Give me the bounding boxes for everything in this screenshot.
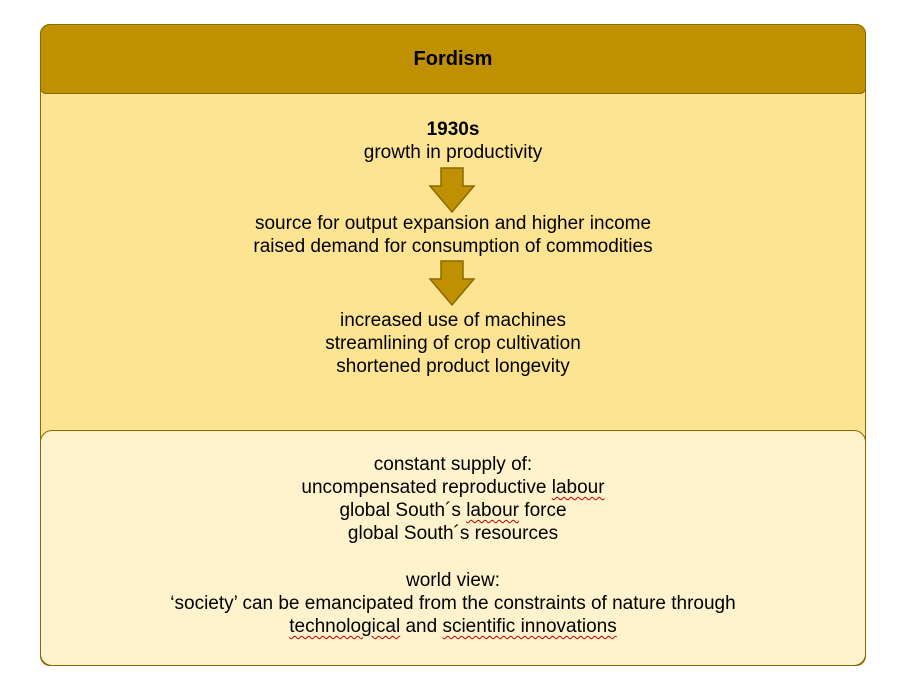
growth-line: growth in productivity [363,142,543,163]
effect-line-1: increased use of machines [339,310,566,331]
lower-panel: constant supply of: uncompensated reprod… [40,430,866,666]
supply-item-2: global South´s labour force [41,499,865,522]
block-effects: increased use of machines streamlining o… [40,309,866,378]
spellcheck-word: labour [466,500,520,521]
supply-item-1: uncompensated reproductive labour [41,476,865,499]
spellcheck-word: technological [289,616,401,637]
down-arrow-icon [428,167,476,214]
worldview-and: and [400,616,443,637]
supply-block: constant supply of: uncompensated reprod… [41,453,865,545]
title-bar: Fordism [40,24,866,94]
output-line-2: raised demand for consumption of commodi… [253,236,653,257]
worldview-line-1: ‘society’ can be emancipated from the co… [170,593,736,614]
supply-2-tail: force [519,500,567,521]
supply-item-3: global South´s resources [347,523,559,544]
effect-line-2: streamlining of crop cultivation [325,333,581,354]
worldview-heading: world view: [406,570,500,591]
supply-1-text: uncompensated reproductive [301,477,552,498]
block-1930s: 1930s growth in productivity [40,118,866,164]
output-line-1: source for output expansion and higher i… [254,213,652,234]
worldview-line-2: technological and scientific innovations [41,615,865,638]
supply-2-text: global South´s [339,500,467,521]
down-arrow-icon [428,260,476,307]
spellcheck-word: labour [551,477,605,498]
effect-line-3: shortened product longevity [336,356,570,377]
year-label: 1930s [426,119,480,140]
spellcheck-word: scientific innovations [442,616,617,637]
supply-heading: constant supply of: [373,454,533,475]
worldview-block: world view: ‘society’ can be emancipated… [41,569,865,638]
diagram-title: Fordism [413,47,493,70]
block-output: source for output expansion and higher i… [40,212,866,258]
upper-panel: 1930s growth in productivity source for … [40,94,866,430]
